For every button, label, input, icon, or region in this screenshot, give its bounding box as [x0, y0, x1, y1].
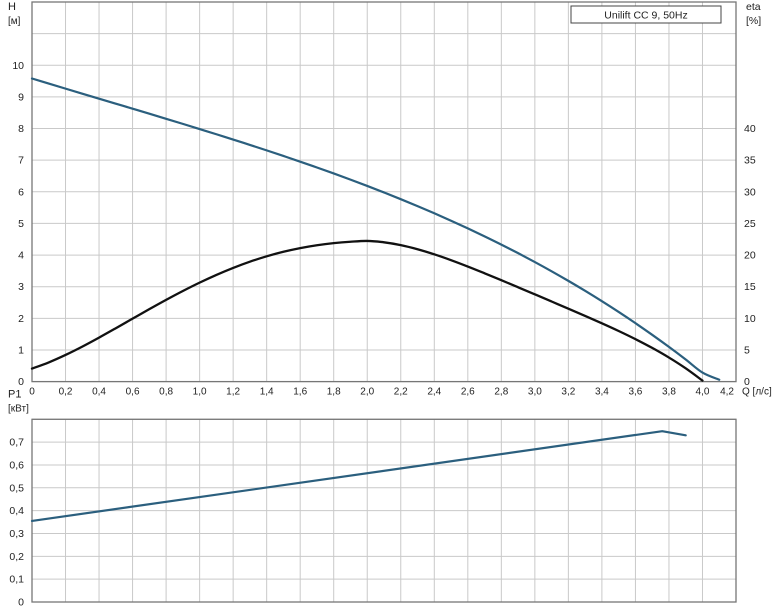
svg-text:3: 3 — [18, 281, 24, 293]
svg-text:0,3: 0,3 — [9, 528, 24, 540]
svg-text:0,7: 0,7 — [9, 437, 24, 449]
svg-text:1,0: 1,0 — [193, 387, 207, 398]
svg-text:0: 0 — [29, 387, 35, 398]
svg-text:40: 40 — [744, 123, 756, 135]
svg-text:2,4: 2,4 — [427, 387, 441, 398]
svg-text:H: H — [8, 1, 16, 13]
svg-text:4,0: 4,0 — [696, 387, 710, 398]
svg-text:1,8: 1,8 — [327, 387, 341, 398]
svg-text:[%]: [%] — [746, 15, 761, 27]
svg-text:8: 8 — [18, 123, 24, 135]
svg-text:0: 0 — [18, 376, 24, 388]
svg-text:[м]: [м] — [8, 16, 21, 27]
svg-text:25: 25 — [744, 218, 756, 230]
svg-text:1,2: 1,2 — [226, 387, 240, 398]
svg-text:7: 7 — [18, 155, 24, 167]
svg-text:30: 30 — [744, 186, 756, 198]
svg-text:0,4: 0,4 — [92, 387, 106, 398]
svg-text:5: 5 — [18, 218, 24, 230]
svg-text:5: 5 — [744, 344, 750, 356]
svg-text:20: 20 — [744, 250, 756, 262]
svg-text:2,8: 2,8 — [494, 387, 508, 398]
svg-text:10: 10 — [12, 60, 24, 72]
svg-text:1,6: 1,6 — [293, 387, 307, 398]
svg-text:35: 35 — [744, 155, 756, 167]
svg-text:P1: P1 — [8, 388, 21, 400]
svg-text:Unilift CC 9, 50Hz: Unilift CC 9, 50Hz — [604, 10, 687, 22]
svg-text:2,2: 2,2 — [394, 387, 408, 398]
svg-text:0,4: 0,4 — [9, 505, 24, 517]
svg-text:eta: eta — [746, 1, 761, 13]
svg-text:4,2: 4,2 — [720, 387, 734, 398]
svg-text:0,6: 0,6 — [126, 387, 140, 398]
svg-text:1,4: 1,4 — [260, 387, 274, 398]
svg-text:Q [л/с]: Q [л/с] — [742, 387, 772, 398]
svg-text:2,0: 2,0 — [360, 387, 374, 398]
svg-text:0: 0 — [18, 597, 24, 609]
svg-text:10: 10 — [744, 313, 756, 325]
svg-text:0,2: 0,2 — [59, 387, 73, 398]
svg-text:0,6: 0,6 — [9, 459, 24, 471]
svg-text:4: 4 — [18, 250, 24, 262]
svg-text:3,2: 3,2 — [561, 387, 575, 398]
svg-text:0,1: 0,1 — [9, 574, 24, 586]
svg-text:3,4: 3,4 — [595, 387, 609, 398]
svg-text:3,6: 3,6 — [628, 387, 642, 398]
svg-text:9: 9 — [18, 91, 24, 103]
svg-text:3,8: 3,8 — [662, 387, 676, 398]
svg-text:15: 15 — [744, 281, 756, 293]
svg-text:1: 1 — [18, 344, 24, 356]
svg-text:3,0: 3,0 — [528, 387, 542, 398]
svg-text:2: 2 — [18, 313, 24, 325]
svg-text:[кВт]: [кВт] — [8, 403, 29, 414]
svg-text:0,5: 0,5 — [9, 482, 24, 494]
svg-text:6: 6 — [18, 186, 24, 198]
svg-text:2,6: 2,6 — [461, 387, 475, 398]
svg-text:0,8: 0,8 — [159, 387, 173, 398]
svg-text:0,2: 0,2 — [9, 551, 24, 563]
